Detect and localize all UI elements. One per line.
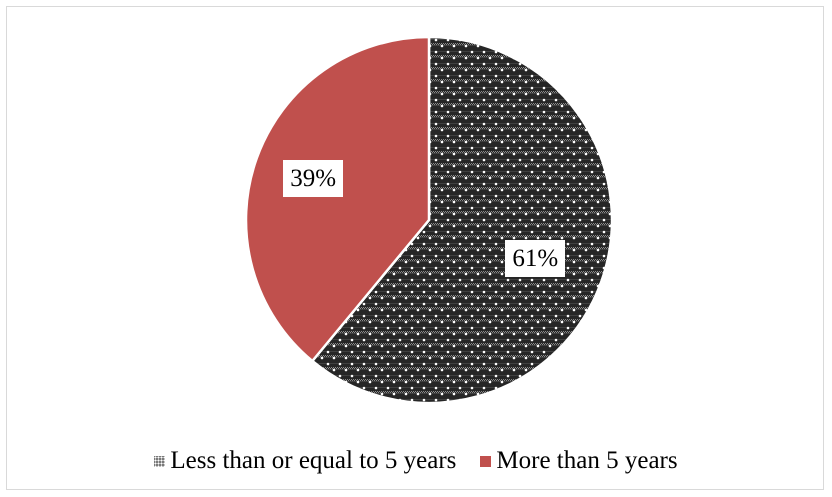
pie-chart (244, 35, 614, 405)
legend-label: Less than or equal to 5 years (170, 447, 457, 474)
data-label-1: 39% (283, 159, 344, 197)
legend-swatch-red-icon (480, 455, 492, 467)
legend: Less than or equal to 5 years More than … (7, 447, 825, 475)
pie-slice-1[interactable] (244, 35, 431, 363)
chart-area: 61% 39% Less than or equal to 5 years Mor… (6, 6, 824, 490)
legend-label: More than 5 years (496, 447, 678, 474)
legend-entry-less-than-or-equal-5-years[interactable]: Less than or equal to 5 years (154, 447, 456, 475)
data-label-0: 61% (505, 239, 566, 277)
legend-swatch-pattern-icon (154, 455, 166, 467)
legend-entry-more-than-5-years[interactable]: More than 5 years (480, 447, 678, 475)
pie-slice-0[interactable] (310, 35, 614, 405)
